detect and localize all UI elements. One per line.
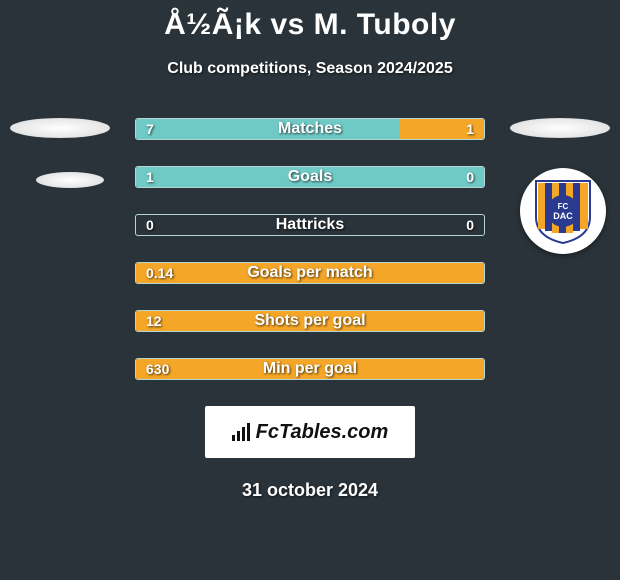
logo-text: FcTables.com — [256, 421, 389, 444]
stat-label: Goals — [136, 167, 484, 187]
stat-row: 630Min per goal — [135, 358, 485, 380]
left-team-crest-placeholder — [36, 172, 104, 188]
stat-row: 12Shots per goal — [135, 310, 485, 332]
stats-container: 7Matches11Goals00Hattricks00.14Goals per… — [135, 118, 485, 380]
comparison-content: FC DAC 7Matches11Goals00Hattricks00.14Go… — [0, 118, 620, 501]
stat-row: 7Matches1 — [135, 118, 485, 140]
match-subtitle: Club competitions, Season 2024/2025 — [0, 60, 620, 78]
fctables-logo: FcTables.com — [205, 406, 415, 458]
stat-label: Min per goal — [136, 359, 484, 379]
stat-label: Hattricks — [136, 215, 484, 235]
stat-row: 0Hattricks0 — [135, 214, 485, 236]
logo-bars-icon — [232, 423, 250, 441]
stat-label: Goals per match — [136, 263, 484, 283]
stat-row: 1Goals0 — [135, 166, 485, 188]
right-player-avatar-placeholder — [510, 118, 610, 138]
dac-crest-icon: FC DAC — [532, 177, 594, 245]
stat-row: 0.14Goals per match — [135, 262, 485, 284]
stat-right-value: 0 — [466, 167, 474, 187]
left-player-avatar-placeholder-1 — [10, 118, 110, 138]
stat-right-value: 0 — [466, 215, 474, 235]
svg-text:FC: FC — [558, 202, 569, 211]
stat-right-value: 1 — [466, 119, 474, 139]
match-title: Å½Ã¡k vs M. Tuboly — [0, 8, 620, 42]
stat-label: Shots per goal — [136, 311, 484, 331]
stat-label: Matches — [136, 119, 484, 139]
right-team-crest: FC DAC — [520, 168, 606, 254]
date-text: 31 october 2024 — [0, 480, 620, 501]
svg-text:DAC: DAC — [553, 211, 573, 221]
